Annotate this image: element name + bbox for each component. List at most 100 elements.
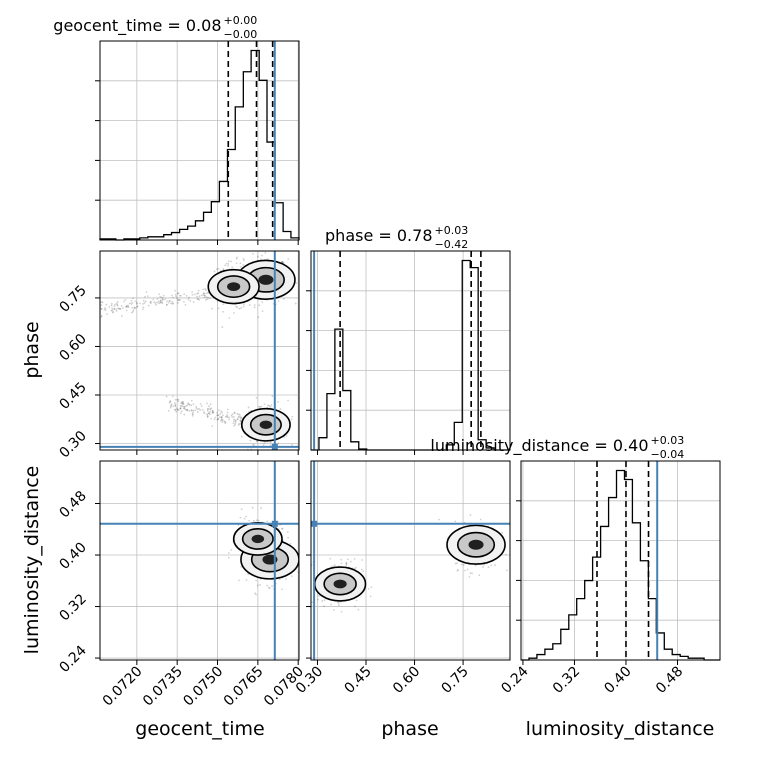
x-axis-label-phase: phase [381,718,438,740]
sample-point [191,414,194,417]
sample-point [125,309,128,312]
sample-point [207,296,210,299]
sample-point [239,419,242,422]
sample-point [221,421,224,424]
sample-point [120,304,123,307]
sample-point [240,508,243,511]
sample-point [253,444,256,447]
sample-point [111,309,114,312]
title-geocent-time: geocent_time = 0.08 +0.00−0.00 [53,14,257,41]
sample-point [287,536,290,539]
sample-point [236,412,239,415]
sample-point [238,579,240,582]
sample-point [205,289,207,291]
sample-point [323,605,325,608]
sample-point [247,573,249,575]
sample-point [206,402,208,405]
sample-point [330,603,332,606]
sample-point [235,262,238,265]
sample-point [147,304,150,307]
sample-point [179,407,182,410]
sample-point [198,298,201,301]
sample-point [252,443,254,446]
sample-point [240,565,242,568]
sample-point [266,258,269,260]
contour-inner [216,275,251,299]
sample-point [200,294,203,297]
histogram-step-line [521,469,720,661]
sample-point [231,413,234,416]
sample-point [242,263,245,266]
sample-point [126,305,129,308]
sample-point [175,407,178,410]
sample-point [197,298,200,300]
sample-point [222,303,225,306]
sample-point [345,561,348,564]
sample-point [369,595,372,598]
sample-point [235,305,238,308]
truth-marker [271,443,278,450]
sample-point [464,569,466,572]
sample-point [367,588,370,590]
sample-point [209,408,212,411]
sample-point [174,408,177,411]
sample-point [268,587,271,589]
sample-point [206,413,208,416]
sample-point [217,418,220,421]
sample-point [171,300,174,303]
sample-point [202,294,205,296]
sample-point [257,519,260,522]
sample-point [104,307,107,309]
histogram-panel-geocent-time [95,40,300,245]
sample-point [271,585,273,588]
sample-point [494,564,496,567]
sample-point [323,599,326,602]
sample-point [197,292,200,295]
title-main: geocent_time = 0.08 [53,16,221,36]
sample-point [240,307,243,309]
sample-point [233,412,236,414]
sample-point [195,405,198,408]
sample-point [263,403,266,406]
sample-point [131,311,133,314]
sample-point [190,404,193,407]
sample-point [219,412,222,415]
sample-point [128,302,131,305]
sample-point [471,572,474,575]
sample-point [169,400,172,403]
sample-point [133,307,136,310]
sample-point [220,418,223,421]
sample-point [218,416,221,419]
sample-point [117,307,120,310]
sample-point [206,410,209,412]
sample-point [170,405,172,408]
panel-frame [99,250,300,451]
sample-point [162,294,165,297]
sample-point [196,298,199,300]
sample-point [232,422,235,424]
sample-point [180,401,183,403]
sample-point [197,289,200,292]
sample-point [180,402,183,405]
sample-point [237,423,240,426]
sample-point [199,409,202,411]
sample-point [236,418,239,421]
sample-point [177,299,179,302]
sample-point [206,291,209,294]
sample-point [345,563,348,565]
sample-point [176,408,179,411]
sample-point [240,435,243,438]
sample-point [205,298,207,301]
sample-point [152,298,155,301]
sample-point [171,294,173,297]
sample-point [226,411,229,414]
density-shade-peak [251,534,265,544]
sample-point [487,566,490,569]
sample-point [198,407,200,410]
sample-point [354,605,356,608]
sample-point [239,420,242,422]
density-shade-peak [259,420,273,429]
sample-point [479,518,482,521]
sample-point [287,399,289,402]
sample-point [217,268,220,270]
